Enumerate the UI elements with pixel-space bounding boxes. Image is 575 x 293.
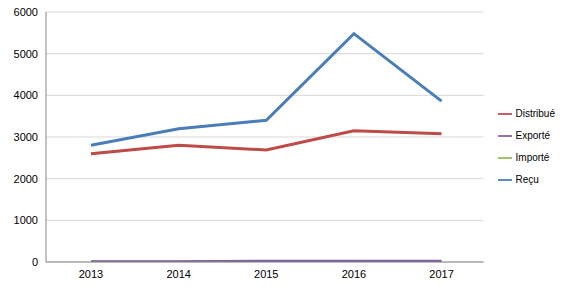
- html-text:Distribué: Distribué: [515, 107, 555, 119]
- svg-text:5000: 5000: [14, 48, 38, 60]
- svg-text:3000: 3000: [14, 131, 38, 143]
- svg-text:2014: 2014: [166, 268, 190, 280]
- svg-text:2000: 2000: [14, 173, 38, 185]
- html-text:Importé: Importé: [515, 151, 550, 163]
- svg-text:0: 0: [32, 256, 38, 268]
- svg-text:2015: 2015: [254, 268, 278, 280]
- svg-text:4000: 4000: [14, 89, 38, 101]
- svg-text:1000: 1000: [14, 214, 38, 226]
- svg-text:2017: 2017: [429, 268, 453, 280]
- svg-text:2016: 2016: [342, 268, 366, 280]
- html-text:Exporté: Exporté: [515, 129, 550, 141]
- html-text:Reçu: Reçu: [515, 173, 539, 185]
- svg-text:6000: 6000: [14, 6, 38, 18]
- svg-text:2013: 2013: [79, 268, 103, 280]
